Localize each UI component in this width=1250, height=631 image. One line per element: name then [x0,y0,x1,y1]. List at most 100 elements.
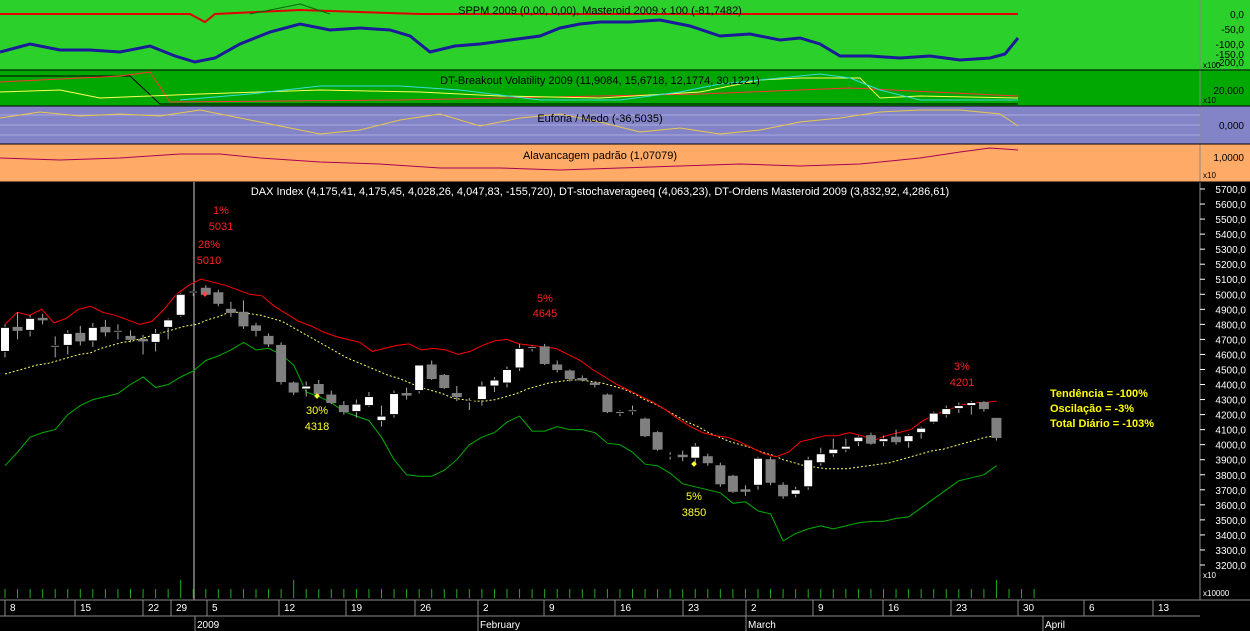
volume-bar [707,589,709,598]
volume-bar [519,589,521,598]
volume-bar [1021,589,1023,598]
candle [426,364,437,380]
volume-bar [845,589,847,598]
candle [577,378,588,381]
price-tick-label: 3900,0 [1215,456,1246,467]
volume-bar [870,589,872,598]
candle [727,475,738,492]
price-tick-label: 4100,0 [1215,426,1246,437]
price-tick-label: 4600,0 [1215,350,1246,361]
day-label: 23 [956,603,968,614]
volume-bar [318,589,320,598]
annotation-pct: 30% [306,405,328,417]
candle [941,408,952,416]
candle [828,448,839,455]
volume-bar [694,589,696,598]
day-label: 8 [10,603,16,614]
candle [878,438,889,443]
volume-bar [443,589,445,598]
candle [464,400,475,403]
series-line-2 [4,341,997,542]
candle [389,393,400,416]
candle [288,382,299,393]
candle [338,405,349,413]
volume-bar [581,589,583,598]
candle [150,332,161,343]
day-label: 22 [148,603,160,614]
candle [753,457,763,486]
price-tick-label: 4900,0 [1215,305,1246,316]
candle [439,374,450,389]
volume-bar [4,589,6,598]
sppm-axis-0: 0,0 [1230,10,1244,21]
sppm-multiplier: x100 [1203,61,1221,70]
candle [75,332,86,342]
candle [188,290,199,294]
candle [238,311,249,327]
price-tick-label: 5200,0 [1215,260,1246,271]
volume-bar [192,589,194,598]
candles [0,285,1002,499]
price-tick-label: 4800,0 [1215,320,1246,331]
volume-bars [4,580,1035,598]
price-tick-label: 4700,0 [1215,335,1246,346]
annotation-value: 4645 [533,308,557,320]
volume-bar [732,589,734,598]
volume-bar [368,589,370,598]
volume-bar [456,589,458,598]
sppm-red-line [0,8,1018,24]
candle [225,308,236,313]
volume-bar [42,589,44,598]
volume-bar [230,589,232,598]
price-tick-label: 4200,0 [1215,411,1246,422]
price-tick-label: 3600,0 [1215,501,1246,512]
volume-bar [393,589,395,598]
volume-bar [832,589,834,598]
volume-bar [54,589,56,598]
signal-marker [691,461,697,467]
volume-bar [795,589,797,598]
day-label: 30 [1023,603,1035,614]
candle [614,411,625,414]
volume-bar [79,589,81,598]
candle [313,384,324,395]
day-label: 26 [420,603,432,614]
volume-axis-label: x10000 [1203,589,1230,598]
month-label: February [480,620,520,631]
alavancagem-multiplier: x10 [1203,171,1216,180]
price-tick-label: 4500,0 [1215,365,1246,376]
price-tick-label: 3500,0 [1215,516,1246,527]
day-label: 13 [1158,603,1170,614]
day-label: 16 [888,603,900,614]
volume-bar [117,589,119,598]
candle [652,432,663,450]
candle [853,436,864,443]
euforia-line [0,109,1019,135]
volume-bar [594,589,596,598]
candle [778,484,789,497]
volume-bar [355,589,357,598]
breakout-multiplier: x10 [1203,96,1216,105]
candle [928,412,939,423]
month-label: 2009 [197,620,220,631]
volume-bar [1008,589,1010,598]
candle [552,364,563,370]
sppm-axis-4: -200,0 [1216,58,1245,69]
candle [50,344,61,348]
candle [840,445,851,450]
candle [276,344,287,383]
volume-bar [544,589,546,598]
candle [301,385,312,390]
candle [25,317,36,331]
sppm-title: SPPM 2009 (0,00, 0,00), Masteroid 2009 x… [458,5,742,17]
volume-bar [632,589,633,598]
candle [326,394,337,404]
euforia-title: Euforia / Medo (-36,5035) [537,113,662,125]
volume-bar [167,589,169,598]
sppm-panel [0,0,1200,70]
annotation-value: 4318 [305,421,329,433]
candle [903,435,914,443]
candle [640,418,651,437]
price-tick-label: 4400,0 [1215,381,1246,392]
